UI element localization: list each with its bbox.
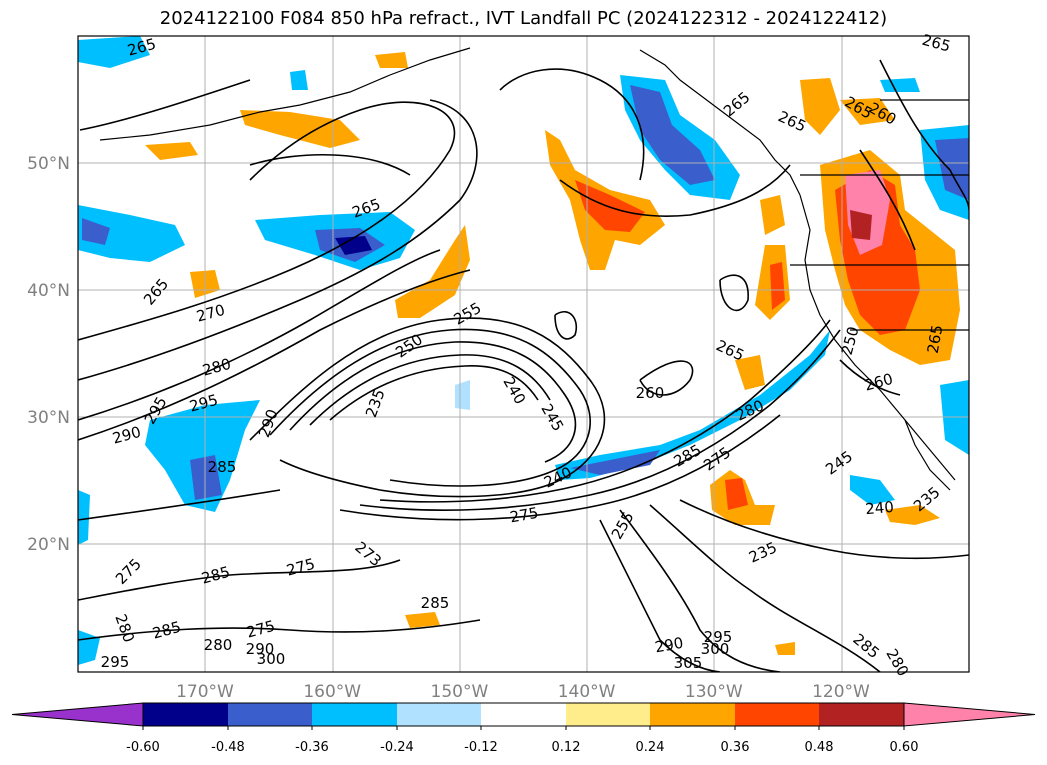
longitude-label: 160°W: [303, 682, 361, 702]
colorbar-extend-min: [11, 702, 144, 727]
contour-label: 265: [924, 323, 947, 354]
colorbar-frame: [142, 702, 905, 727]
contour-label: 305: [674, 654, 703, 672]
contour-label: 240: [865, 498, 895, 518]
colorbar-tick-labels: -0.60 -0.48 -0.36 -0.24 -0.12 0.12 0.24 0.36 0.4…: [126, 726, 918, 755]
longitude-label: 170°W: [176, 682, 234, 702]
colorbar-segment: [312, 703, 397, 726]
coastlines: [99, 47, 969, 491]
longitude-labels: 170°W 160°W 150°W 140°W 130°W 120°W: [176, 682, 870, 702]
contour-label: 285: [421, 594, 450, 612]
colorbar-tick-label: 0.24: [636, 740, 665, 755]
contour-label: 300: [257, 650, 286, 668]
refractivity-contours: [78, 59, 969, 672]
colorbar-segment: [228, 703, 312, 726]
colorbar-tick-label: -0.24: [380, 740, 414, 755]
contour-label: 295: [704, 628, 733, 646]
colorbar-segment: [397, 703, 481, 726]
latitude-labels: 50°N 40°N 30°N 20°N: [27, 154, 70, 555]
colorbar-segment: [481, 703, 566, 726]
latitude-label: 50°N: [27, 154, 70, 174]
colorbar-segment: [735, 703, 819, 726]
graticule: [78, 36, 969, 672]
colorbar-tick-label: 0.36: [721, 740, 750, 755]
colorbar-segment: [819, 703, 904, 726]
latitude-label: 20°N: [27, 535, 70, 555]
figure-title: 2024122100 F084 850 hPa refract., IVT La…: [159, 8, 888, 29]
contour-label: 300: [701, 640, 730, 658]
colorbar-segment: [566, 703, 650, 726]
colorbar-tick-label: 0.12: [552, 740, 581, 755]
contour-label: 290: [653, 634, 684, 657]
longitude-label: 120°W: [812, 682, 870, 702]
latitude-label: 30°N: [27, 408, 70, 428]
colorbar-segment: [650, 703, 735, 726]
colorbar-tick-label: -0.36: [295, 740, 329, 755]
longitude-label: 150°W: [431, 682, 489, 702]
colorbar-tick-label: -0.12: [464, 740, 498, 755]
positive-anomaly-shading: [145, 52, 960, 655]
colorbar: [11, 702, 1036, 727]
contour-label: 275: [508, 504, 539, 527]
colorbar-extend-max: [903, 702, 1036, 727]
colorbar-segment: [143, 703, 228, 726]
colorbar-tick-label: 0.48: [805, 740, 834, 755]
shading-layer: [78, 36, 969, 672]
latitude-label: 40°N: [27, 281, 70, 301]
contour-label: 290: [246, 640, 275, 658]
colorbar-tick-label: -0.60: [126, 740, 160, 755]
colorbar-tick-label: -0.48: [211, 740, 245, 755]
longitude-label: 140°W: [558, 682, 616, 702]
contour-label: 285: [208, 458, 237, 476]
longitude-label: 130°W: [685, 682, 743, 702]
colorbar-tick-label: 0.60: [890, 740, 919, 755]
contour-label: 295: [101, 653, 130, 671]
contour-label: 280: [204, 636, 233, 654]
contour-label: 260: [636, 384, 665, 402]
plot-frame: [77, 35, 970, 673]
